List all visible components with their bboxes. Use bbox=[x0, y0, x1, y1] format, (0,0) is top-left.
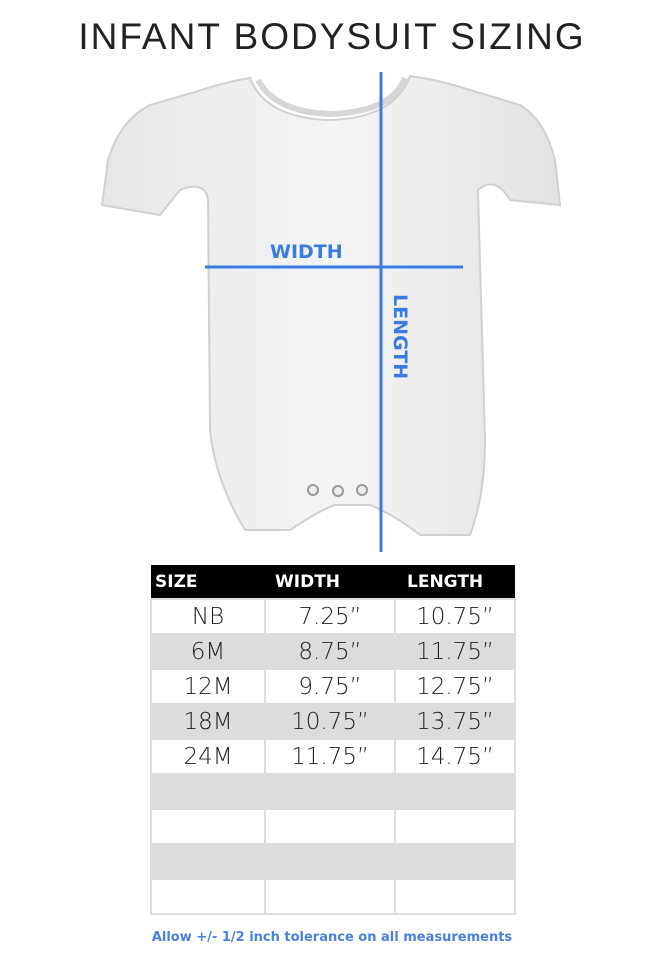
size-chart-table: SIZE WIDTH LENGTH NB 7.25” 10.75” 6M 8.75” 11… bbox=[150, 565, 516, 915]
table-row: NB 7.25” 10.75” bbox=[150, 598, 516, 635]
cell-width bbox=[264, 878, 396, 915]
length-label: LENGTH bbox=[389, 294, 411, 379]
header-size: SIZE bbox=[151, 565, 265, 599]
cell-length: 13.75” bbox=[394, 703, 516, 740]
cell-length bbox=[394, 773, 516, 810]
snap-button bbox=[307, 484, 319, 496]
bodysuit-image bbox=[100, 74, 562, 536]
table-row bbox=[150, 773, 516, 810]
cell-size: 24M bbox=[150, 738, 266, 775]
cell-width: 9.75” bbox=[264, 668, 396, 705]
snap-button bbox=[356, 484, 368, 496]
cell-size: 12M bbox=[150, 668, 266, 705]
table-row bbox=[150, 878, 516, 915]
table-row: 12M 9.75” 12.75” bbox=[150, 668, 516, 705]
cell-width: 10.75” bbox=[264, 703, 396, 740]
cell-length: 14.75” bbox=[394, 738, 516, 775]
page-title: INFANT BODYSUIT SIZING bbox=[78, 16, 586, 57]
cell-width bbox=[264, 843, 396, 880]
header-length: LENGTH bbox=[395, 565, 515, 599]
tolerance-note: Allow +/- 1/2 inch tolerance on all meas… bbox=[151, 930, 513, 945]
table-row: 6M 8.75” 11.75” bbox=[150, 633, 516, 670]
cell-width: 7.25” bbox=[264, 598, 396, 635]
cell-length: 11.75” bbox=[394, 633, 516, 670]
cell-size: NB bbox=[150, 598, 266, 635]
table-header-row: SIZE WIDTH LENGTH bbox=[151, 565, 515, 599]
header-width: WIDTH bbox=[265, 565, 395, 599]
cell-size: 6M bbox=[150, 633, 266, 670]
bodysuit-diagram: WIDTH LENGTH bbox=[100, 72, 562, 552]
snap-button bbox=[332, 485, 344, 497]
cell-width bbox=[264, 773, 396, 810]
cell-width: 11.75” bbox=[264, 738, 396, 775]
cell-length bbox=[394, 878, 516, 915]
cell-length bbox=[394, 808, 516, 845]
cell-length: 10.75” bbox=[394, 598, 516, 635]
cell-length: 12.75” bbox=[394, 668, 516, 705]
cell-length bbox=[394, 843, 516, 880]
table-row: 18M 10.75” 13.75” bbox=[150, 703, 516, 740]
table-row bbox=[150, 843, 516, 880]
table-row bbox=[150, 808, 516, 845]
cell-width bbox=[264, 808, 396, 845]
cell-size bbox=[150, 843, 266, 880]
width-label: WIDTH bbox=[270, 241, 343, 263]
cell-size bbox=[150, 878, 266, 915]
cell-size bbox=[150, 808, 266, 845]
cell-size: 18M bbox=[150, 703, 266, 740]
cell-size bbox=[150, 773, 266, 810]
table-row: 24M 11.75” 14.75” bbox=[150, 738, 516, 775]
cell-width: 8.75” bbox=[264, 633, 396, 670]
